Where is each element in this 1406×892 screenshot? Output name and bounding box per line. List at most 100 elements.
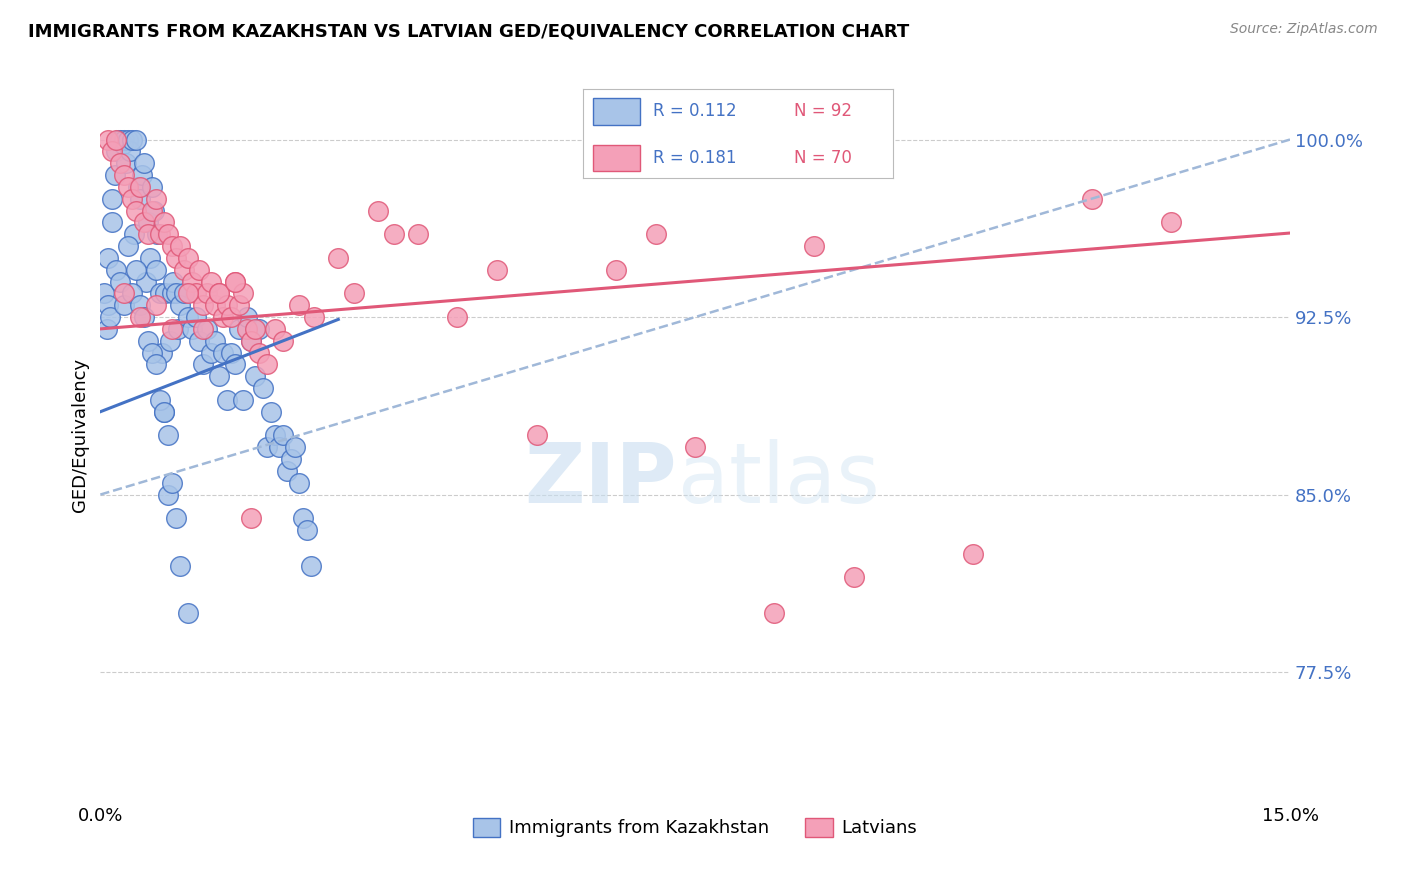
Text: R = 0.112: R = 0.112 bbox=[652, 103, 737, 120]
Point bbox=[120, 145, 142, 159]
Point bbox=[112, 298, 135, 312]
Point bbox=[243, 369, 266, 384]
Point bbox=[180, 275, 202, 289]
Point bbox=[149, 286, 172, 301]
Point bbox=[247, 345, 270, 359]
Point bbox=[131, 168, 153, 182]
Point bbox=[149, 392, 172, 407]
Point bbox=[156, 487, 179, 501]
Point bbox=[176, 606, 198, 620]
Text: IMMIGRANTS FROM KAZAKHSTAN VS LATVIAN GED/EQUIVALENCY CORRELATION CHART: IMMIGRANTS FROM KAZAKHSTAN VS LATVIAN GE… bbox=[28, 22, 910, 40]
Point bbox=[184, 286, 207, 301]
Point bbox=[141, 179, 163, 194]
Point bbox=[155, 286, 177, 301]
Point bbox=[101, 145, 124, 159]
Point bbox=[176, 310, 198, 324]
Point bbox=[962, 547, 984, 561]
Point bbox=[149, 227, 172, 242]
Point bbox=[136, 215, 159, 229]
Point bbox=[683, 440, 706, 454]
Point bbox=[276, 464, 298, 478]
Point bbox=[287, 475, 309, 490]
Point bbox=[132, 310, 155, 324]
Text: N = 92: N = 92 bbox=[794, 103, 852, 120]
Point bbox=[153, 215, 176, 229]
Point bbox=[165, 286, 187, 301]
Point bbox=[145, 192, 167, 206]
Point bbox=[165, 251, 187, 265]
Point bbox=[299, 558, 322, 573]
Point bbox=[105, 262, 128, 277]
Point bbox=[159, 334, 181, 348]
Point bbox=[208, 286, 231, 301]
Point bbox=[145, 298, 167, 312]
Point bbox=[127, 179, 149, 194]
Point bbox=[104, 168, 127, 182]
Point bbox=[146, 227, 169, 242]
Point bbox=[96, 322, 118, 336]
Text: Source: ZipAtlas.com: Source: ZipAtlas.com bbox=[1230, 22, 1378, 37]
Point bbox=[267, 440, 290, 454]
Point bbox=[803, 239, 825, 253]
Point bbox=[240, 334, 263, 348]
Point bbox=[111, 137, 134, 152]
Point bbox=[188, 262, 211, 277]
Point bbox=[304, 310, 326, 324]
Point bbox=[184, 310, 207, 324]
Point bbox=[143, 203, 166, 218]
Point bbox=[136, 334, 159, 348]
Point bbox=[263, 428, 285, 442]
Point bbox=[160, 475, 183, 490]
Point bbox=[236, 310, 259, 324]
Point bbox=[236, 322, 259, 336]
Y-axis label: GED/Equivalency: GED/Equivalency bbox=[72, 359, 89, 513]
FancyBboxPatch shape bbox=[593, 98, 640, 125]
Point bbox=[129, 192, 152, 206]
Point bbox=[208, 286, 231, 301]
Point bbox=[176, 286, 198, 301]
Point bbox=[169, 298, 191, 312]
Point bbox=[228, 298, 250, 312]
Point bbox=[842, 570, 865, 584]
Point bbox=[291, 511, 314, 525]
Point bbox=[605, 262, 627, 277]
Point bbox=[240, 511, 263, 525]
Point bbox=[1160, 215, 1182, 229]
Point bbox=[263, 322, 285, 336]
Point bbox=[446, 310, 468, 324]
Point bbox=[162, 275, 184, 289]
Point bbox=[145, 262, 167, 277]
FancyBboxPatch shape bbox=[593, 145, 640, 171]
Point bbox=[197, 286, 219, 301]
Point bbox=[129, 179, 152, 194]
Point bbox=[219, 310, 242, 324]
Point bbox=[224, 275, 246, 289]
Point bbox=[108, 132, 131, 146]
Point bbox=[343, 286, 366, 301]
Point bbox=[173, 262, 195, 277]
Point bbox=[98, 310, 121, 324]
Point bbox=[256, 358, 278, 372]
Point bbox=[169, 239, 191, 253]
Point bbox=[212, 310, 235, 324]
Point bbox=[284, 440, 307, 454]
Point bbox=[217, 392, 239, 407]
Point bbox=[208, 369, 231, 384]
Point bbox=[200, 345, 222, 359]
Point bbox=[108, 156, 131, 170]
Point bbox=[224, 358, 246, 372]
Point bbox=[153, 405, 176, 419]
Point bbox=[121, 286, 143, 301]
Text: N = 70: N = 70 bbox=[794, 149, 852, 167]
Point bbox=[141, 345, 163, 359]
Point bbox=[132, 156, 155, 170]
Point bbox=[180, 322, 202, 336]
Point bbox=[485, 262, 508, 277]
Point bbox=[247, 322, 270, 336]
Point bbox=[367, 203, 389, 218]
Point bbox=[188, 334, 211, 348]
Point bbox=[204, 298, 226, 312]
Point bbox=[271, 334, 294, 348]
Point bbox=[125, 262, 148, 277]
Point bbox=[160, 322, 183, 336]
